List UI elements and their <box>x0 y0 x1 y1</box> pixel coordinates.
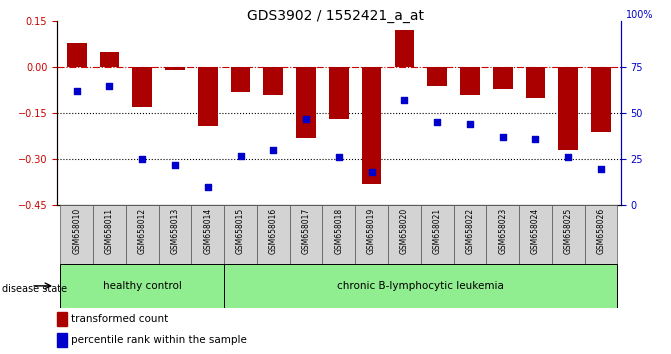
Point <box>596 166 607 171</box>
Point <box>399 98 410 103</box>
Text: GSM658021: GSM658021 <box>433 208 442 255</box>
Bar <box>323 205 355 264</box>
Bar <box>584 205 617 264</box>
Text: GSM658011: GSM658011 <box>105 208 114 255</box>
Bar <box>93 205 126 264</box>
Bar <box>421 205 454 264</box>
Bar <box>57 333 67 347</box>
Bar <box>427 67 447 86</box>
Point <box>137 156 148 162</box>
Text: healthy control: healthy control <box>103 281 182 291</box>
Text: transformed count: transformed count <box>71 314 168 324</box>
Bar <box>493 67 513 89</box>
Text: GSM658017: GSM658017 <box>301 208 311 255</box>
Bar <box>290 205 323 264</box>
Text: GSM658025: GSM658025 <box>564 208 573 255</box>
Bar <box>158 205 191 264</box>
Text: GSM658013: GSM658013 <box>170 208 180 255</box>
Text: GSM658019: GSM658019 <box>367 208 376 255</box>
Text: GSM658015: GSM658015 <box>236 208 245 255</box>
Bar <box>519 205 552 264</box>
Bar <box>355 205 388 264</box>
Bar <box>191 205 224 264</box>
Point <box>563 155 574 160</box>
Text: GSM658014: GSM658014 <box>203 208 212 255</box>
Bar <box>591 67 611 132</box>
Bar <box>362 67 381 184</box>
Text: GSM658016: GSM658016 <box>269 208 278 255</box>
Bar <box>460 67 480 95</box>
Text: GSM658023: GSM658023 <box>498 208 507 255</box>
Text: chronic B-lymphocytic leukemia: chronic B-lymphocytic leukemia <box>338 281 504 291</box>
Bar <box>132 67 152 107</box>
Bar <box>454 205 486 264</box>
Bar <box>165 67 185 70</box>
Point <box>71 88 82 94</box>
Bar <box>57 312 67 326</box>
Text: GDS3902 / 1552421_a_at: GDS3902 / 1552421_a_at <box>247 9 424 23</box>
Bar <box>552 205 584 264</box>
Bar <box>67 43 87 67</box>
Point <box>333 155 344 160</box>
Bar <box>525 67 546 98</box>
Bar <box>395 30 414 67</box>
Bar <box>60 205 93 264</box>
Point <box>170 162 180 168</box>
Text: GSM658018: GSM658018 <box>334 208 344 255</box>
Bar <box>60 264 224 308</box>
Text: GSM658012: GSM658012 <box>138 208 147 255</box>
Text: GSM658024: GSM658024 <box>531 208 540 255</box>
Bar <box>388 205 421 264</box>
Text: GSM658020: GSM658020 <box>400 208 409 255</box>
Bar <box>264 67 283 95</box>
Text: GSM658022: GSM658022 <box>466 208 474 255</box>
Bar <box>486 205 519 264</box>
Text: percentile rank within the sample: percentile rank within the sample <box>71 335 247 345</box>
Text: disease state: disease state <box>2 284 67 293</box>
Point <box>268 147 278 153</box>
Bar <box>558 67 578 150</box>
Text: GSM658026: GSM658026 <box>597 208 605 255</box>
Point <box>530 136 541 142</box>
Bar <box>231 67 250 92</box>
Point <box>235 153 246 159</box>
Point <box>464 121 475 127</box>
Bar <box>329 67 349 119</box>
Bar <box>224 264 617 308</box>
Bar <box>297 67 316 138</box>
Point <box>432 120 443 125</box>
Point <box>301 116 311 122</box>
Point <box>366 169 377 175</box>
Text: GSM658010: GSM658010 <box>72 208 81 255</box>
Bar <box>126 205 158 264</box>
Text: 100%: 100% <box>626 10 654 20</box>
Point <box>203 184 213 190</box>
Bar <box>224 205 257 264</box>
Point <box>104 83 115 88</box>
Bar <box>99 52 119 67</box>
Bar <box>198 67 217 126</box>
Point <box>497 135 508 140</box>
Bar <box>257 205 290 264</box>
